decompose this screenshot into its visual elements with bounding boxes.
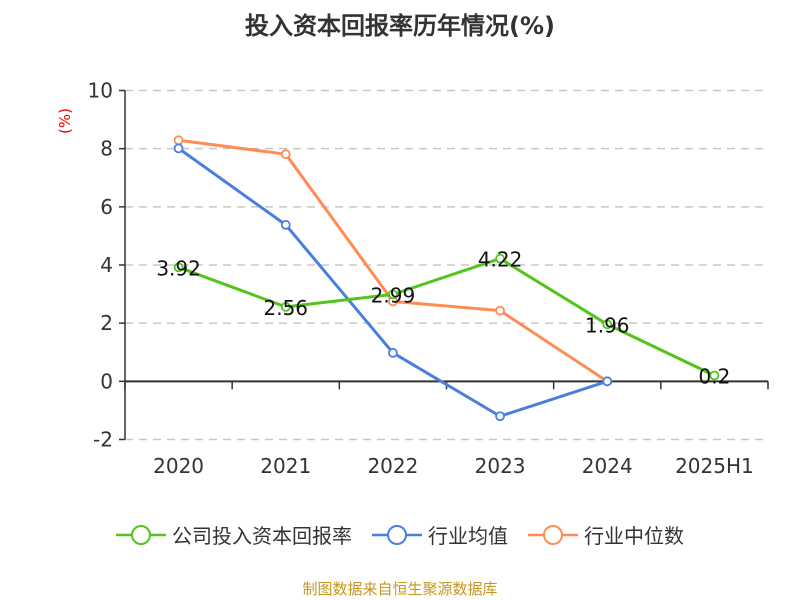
legend-label: 行业均值 [428,524,508,548]
data-point [280,149,291,160]
y-tick-label: 2 [100,311,113,335]
y-tick-label: 0 [100,369,113,393]
x-tick-label: 2023 [475,454,526,478]
data-label: 3.92 [156,256,201,280]
series-line [178,257,716,377]
legend-label: 行业中位数 [584,524,684,548]
y-tick-label: 6 [100,195,113,219]
x-tick-label: 2022 [367,454,418,478]
data-point [495,305,505,316]
legend-item[interactable]: 行业均值 [372,520,508,549]
series-line [178,138,609,383]
x-tick-label: 2021 [260,454,311,478]
data-point [280,219,291,230]
data-point [495,253,505,264]
legend-label: 公司投入资本回报率 [172,524,352,548]
y-tick-label: -2 [93,428,113,452]
data-point [602,376,613,387]
data-label: 0.2 [699,365,731,389]
data-label: 2.56 [263,296,308,320]
data-label: 2.99 [371,283,416,307]
data-point [280,301,291,312]
legend-line-marker-icon [372,524,422,545]
data-point [173,262,184,273]
legend-item[interactable]: 行业中位数 [528,520,684,549]
legend-line-marker-icon [528,524,578,545]
data-label: 1.96 [585,313,630,337]
legend-line-marker-icon [116,524,166,545]
line-chart: -2 0 2 4 6 8 10 2020 2021 2022 2023 2024 2025H1 3.92 2… [88,79,769,478]
source-note: 制图数据来自恒生聚源数据库 [302,580,498,598]
x-tick-label: 2025H1 [675,454,754,478]
data-label: 4.22 [478,248,523,272]
chart-title: 投入资本回报率历年情况(%) [245,12,555,40]
data-point [709,370,720,381]
x-tick-label: 2024 [582,454,633,478]
data-point [173,135,184,146]
y-tick-label: 8 [100,137,113,161]
y-tick-label: 10 [88,79,113,103]
legend-item[interactable]: 公司投入资本回报率 [116,520,352,549]
y-tick-label: 4 [100,253,113,277]
data-point [495,411,505,422]
legend: 公司投入资本回报率 行业均值 行业中位数 [0,520,800,549]
data-point [388,289,398,300]
data-point [388,347,398,358]
series-line [177,147,608,418]
x-tick-label: 2020 [153,454,204,478]
data-point [173,143,184,154]
data-point [602,319,613,330]
